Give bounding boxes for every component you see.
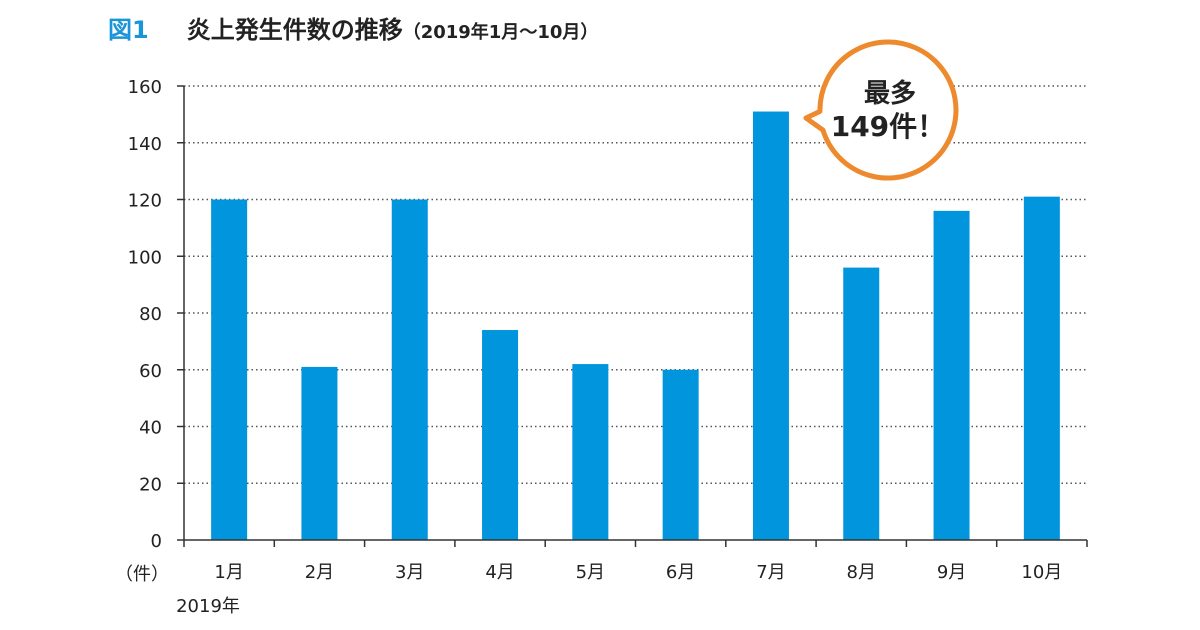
x-category-label: 10月 bbox=[1021, 562, 1062, 583]
bar bbox=[752, 111, 789, 540]
y-axis-unit-label: （件） bbox=[115, 564, 169, 585]
bar bbox=[482, 330, 519, 540]
bars bbox=[211, 111, 1060, 540]
x-category-label: 5月 bbox=[576, 562, 605, 583]
y-tick-label: 160 bbox=[128, 77, 162, 98]
labels: 0 20 40 60 80 100 120 140 160 1月 2月 3月 4月 5月 6月 7月 8月 9月 1… bbox=[115, 77, 1062, 617]
x-category-label: 1月 bbox=[214, 562, 243, 583]
x-category-label: 6月 bbox=[666, 562, 695, 583]
x-year-note: 2019年 bbox=[176, 596, 240, 617]
y-tick-label: 0 bbox=[151, 531, 162, 552]
bar bbox=[572, 364, 609, 540]
y-tick-label: 20 bbox=[139, 474, 162, 495]
y-tick-label: 40 bbox=[139, 418, 162, 439]
chart-title-row: 図1 炎上発生件数の推移 （2019年1月～10月） bbox=[108, 10, 598, 50]
callout-line-1: 最多 bbox=[864, 79, 916, 109]
y-tick-label: 80 bbox=[139, 304, 162, 325]
x-category-label: 9月 bbox=[937, 562, 966, 583]
y-tick-label: 120 bbox=[128, 191, 162, 212]
y-tick-label: 60 bbox=[139, 361, 162, 382]
callout-line-2: 149件！ bbox=[831, 110, 945, 143]
axes bbox=[177, 85, 1088, 547]
bar bbox=[662, 369, 699, 540]
x-category-label: 4月 bbox=[485, 562, 514, 583]
x-category-label: 7月 bbox=[756, 562, 785, 583]
bar bbox=[301, 366, 338, 540]
chart-subtitle: （2019年1月～10月） bbox=[402, 22, 599, 43]
x-category-label: 3月 bbox=[395, 562, 424, 583]
callout-shape bbox=[803, 39, 959, 181]
bar bbox=[391, 199, 428, 540]
x-category-label: 2月 bbox=[305, 562, 334, 583]
bar bbox=[843, 267, 880, 540]
figure-label: 図1 bbox=[108, 16, 149, 44]
y-tick-label: 140 bbox=[128, 134, 162, 155]
bar bbox=[933, 210, 970, 540]
x-category-label: 8月 bbox=[847, 562, 876, 583]
chart-title: 炎上発生件数の推移 bbox=[186, 16, 403, 44]
y-tick-label: 100 bbox=[128, 247, 162, 268]
bar bbox=[211, 199, 248, 540]
bar bbox=[1023, 196, 1060, 540]
